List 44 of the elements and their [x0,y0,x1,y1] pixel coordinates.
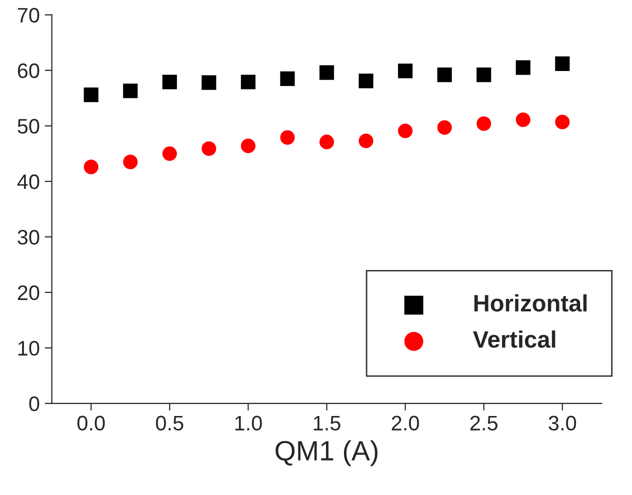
point [437,120,452,135]
point [162,146,177,161]
point [476,116,492,131]
legend-label: Horizontal [474,294,587,312]
point [202,141,216,156]
x-tick-label: 3.0 [548,416,576,431]
point [358,74,374,88]
y-tick-label: 0 [29,396,40,412]
point [516,112,530,128]
point [84,160,98,174]
point [398,64,413,78]
point [280,71,295,86]
x-axis-title: QM1 (A) [276,440,378,466]
x-tick-label: 2.5 [470,416,498,431]
point [319,134,334,150]
point [84,88,98,102]
point [555,56,570,71]
point [516,60,530,75]
point [319,65,334,80]
point [476,68,492,82]
y-tick-label: 60 [18,63,40,78]
point [123,154,138,170]
x-tick-label: 1.0 [235,416,262,431]
point [162,74,177,90]
x-tick-label: 1.5 [314,416,340,431]
point [240,138,256,154]
y-tick-label: 10 [18,340,40,356]
point [280,130,295,145]
y-tick-label: 20 [18,285,40,300]
y-tick-label: 70 [18,8,40,23]
point [398,124,413,138]
y-tick-label: 30 [18,230,40,245]
x-tick-label: 0.5 [156,416,184,431]
x-tick-label: 0.0 [77,416,105,431]
point [437,68,452,82]
point [202,75,216,90]
x-tick-label: 2.0 [392,416,419,431]
y-tick-label: 40 [17,174,40,190]
point [123,84,138,98]
legend-label: Vertical [472,330,556,348]
y-tick-label: 50 [18,118,40,134]
point [240,74,256,90]
point [555,114,570,130]
point [358,134,374,148]
